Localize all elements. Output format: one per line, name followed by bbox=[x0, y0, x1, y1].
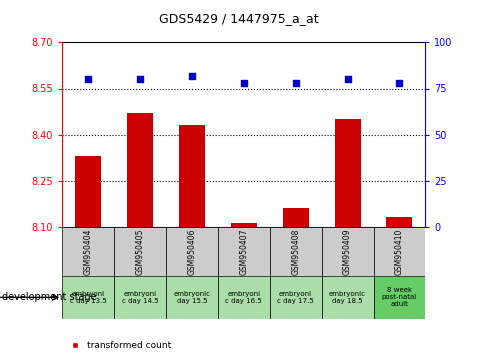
Bar bbox=[387, 217, 413, 227]
Text: GSM950409: GSM950409 bbox=[343, 228, 352, 275]
Text: development stage: development stage bbox=[2, 292, 97, 302]
Text: embryoni
c day 17.5: embryoni c day 17.5 bbox=[277, 291, 314, 304]
Bar bbox=[127, 113, 153, 227]
Bar bbox=[373, 276, 425, 319]
Bar bbox=[218, 227, 270, 276]
Text: GSM950406: GSM950406 bbox=[187, 228, 196, 275]
Text: GSM950404: GSM950404 bbox=[84, 228, 93, 275]
Bar bbox=[75, 156, 101, 227]
Text: GSM950410: GSM950410 bbox=[395, 228, 404, 275]
Text: GDS5429 / 1447975_a_at: GDS5429 / 1447975_a_at bbox=[159, 12, 319, 25]
Bar bbox=[335, 119, 360, 227]
Point bbox=[188, 73, 196, 79]
Point bbox=[136, 76, 144, 82]
Bar bbox=[114, 227, 166, 276]
Text: 8 week
post-natal
adult: 8 week post-natal adult bbox=[382, 287, 417, 307]
Bar bbox=[166, 276, 218, 319]
Text: embryoni
c day 13.5: embryoni c day 13.5 bbox=[70, 291, 107, 304]
Point bbox=[292, 80, 300, 86]
Text: embryoni
c day 16.5: embryoni c day 16.5 bbox=[226, 291, 262, 304]
Bar bbox=[62, 276, 114, 319]
Bar bbox=[62, 227, 114, 276]
Bar bbox=[322, 276, 373, 319]
Point bbox=[396, 80, 403, 86]
Text: embryonic
day 15.5: embryonic day 15.5 bbox=[174, 291, 210, 304]
Bar bbox=[166, 227, 218, 276]
Bar bbox=[270, 227, 322, 276]
Text: GSM950407: GSM950407 bbox=[239, 228, 248, 275]
Point bbox=[240, 80, 248, 86]
Bar bbox=[231, 223, 257, 227]
Point bbox=[344, 76, 351, 82]
Bar bbox=[373, 227, 425, 276]
Bar bbox=[282, 208, 309, 227]
Bar bbox=[114, 276, 166, 319]
Bar bbox=[270, 276, 322, 319]
Text: GSM950408: GSM950408 bbox=[291, 228, 300, 275]
Text: GSM950405: GSM950405 bbox=[135, 228, 144, 275]
Bar bbox=[322, 227, 373, 276]
Legend: transformed count, percentile rank within the sample: transformed count, percentile rank withi… bbox=[66, 337, 243, 354]
Text: embryoni
c day 14.5: embryoni c day 14.5 bbox=[122, 291, 158, 304]
Bar bbox=[218, 276, 270, 319]
Text: embryonic
day 18.5: embryonic day 18.5 bbox=[329, 291, 366, 304]
Point bbox=[84, 76, 92, 82]
Bar bbox=[179, 125, 205, 227]
